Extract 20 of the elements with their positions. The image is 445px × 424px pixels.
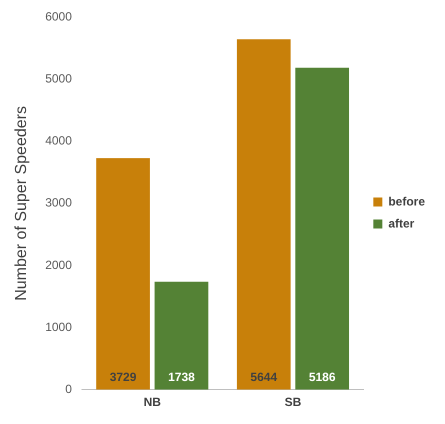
data-label: 5186 bbox=[308, 370, 336, 384]
bar bbox=[236, 39, 291, 390]
data-label: 5644 bbox=[250, 370, 278, 384]
data-label: 3729 bbox=[110, 370, 137, 384]
y-tick-label: 4000 bbox=[45, 134, 72, 148]
y-tick-label: 0 bbox=[65, 382, 72, 396]
bar bbox=[295, 68, 350, 390]
x-tick-label: NB bbox=[144, 395, 162, 410]
y-tick-label: 1000 bbox=[45, 320, 72, 334]
x-tick-label: SB bbox=[284, 395, 302, 410]
legend-label: after bbox=[388, 216, 415, 230]
data-label: 1738 bbox=[168, 370, 196, 384]
y-tick-label: 5000 bbox=[45, 72, 72, 86]
bar bbox=[96, 158, 150, 390]
bar bbox=[154, 282, 208, 390]
y-tick-label: 2000 bbox=[45, 258, 72, 272]
y-tick-label: 6000 bbox=[45, 10, 72, 24]
y-axis-title: Number of Super Speeders bbox=[13, 106, 30, 301]
legend-label: before bbox=[388, 194, 426, 208]
y-tick-label: 3000 bbox=[45, 196, 72, 210]
